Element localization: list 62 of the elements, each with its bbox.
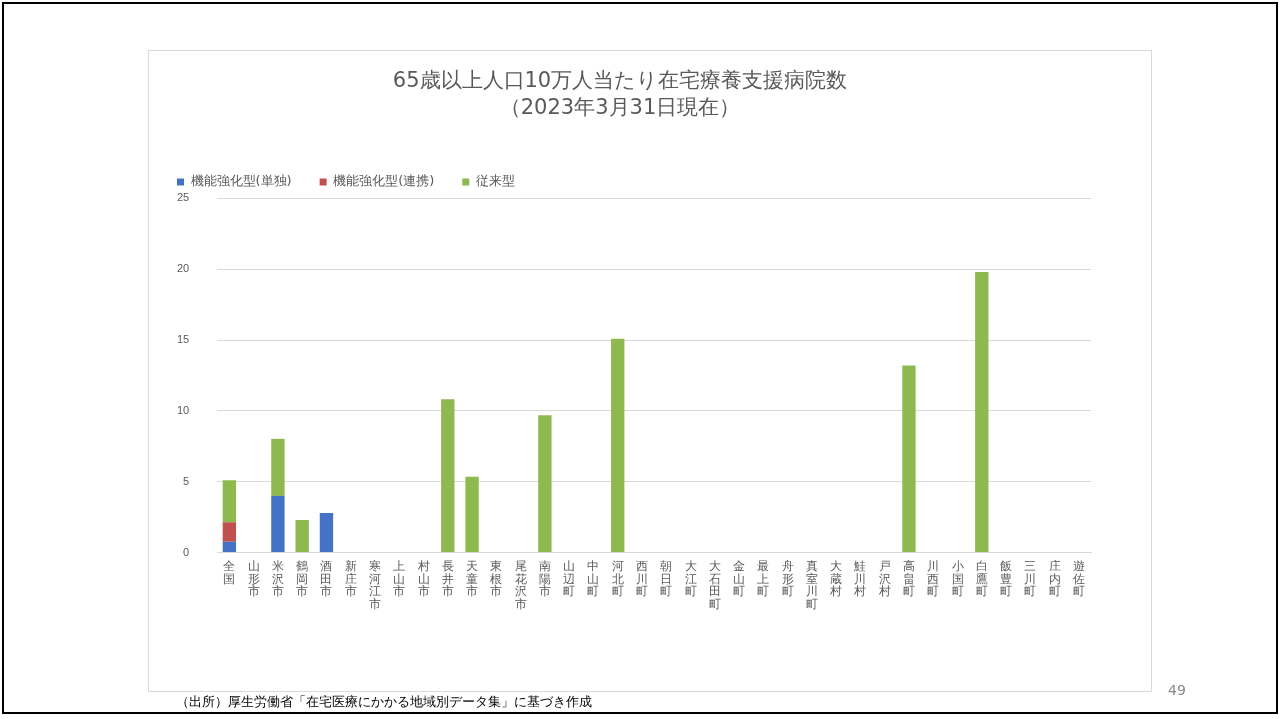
x-tick-label: 最上町 — [757, 559, 770, 599]
x-tick-label: 中山町 — [587, 559, 600, 599]
x-tick-label: 米沢市 — [271, 559, 284, 599]
text: （出所）厚生労働省「在宅医療にかかる地域別データ集」に基づき作成 — [176, 694, 592, 711]
bar — [465, 476, 479, 553]
x-tick-label: 舟形町 — [781, 559, 794, 599]
y-tick-label: 15 — [176, 333, 190, 346]
x-tick-label: 飯豊町 — [1000, 559, 1013, 599]
x-tick-label: 大江町 — [684, 559, 697, 599]
x-tick-label: 酒田市 — [320, 559, 333, 599]
x-tick-label: 尾花沢市 — [514, 559, 527, 611]
bar — [222, 522, 237, 542]
x-tick-label: 真室川町 — [805, 559, 818, 611]
y-tick-label: 10 — [176, 403, 190, 416]
x-tick-label: 全国 — [223, 559, 236, 586]
chart-subtitle: （2023年3月31日現在） — [499, 95, 741, 120]
x-tick-label: 寒河江市 — [369, 559, 381, 611]
x-tick-label: 川西町 — [927, 559, 940, 599]
x-tick-label: 庄内町 — [1048, 559, 1061, 599]
legend-label: 従来型 — [475, 173, 515, 189]
x-tick-label: 遊佐町 — [1072, 559, 1085, 599]
y-tick-label: 25 — [176, 191, 190, 204]
x-tick-label: 東根市 — [490, 559, 503, 599]
x-tick-label: 長井市 — [441, 559, 454, 599]
bar — [222, 480, 237, 523]
x-tick-label: 白鷹町 — [975, 559, 988, 599]
x-tick-label: 山辺町 — [563, 559, 576, 599]
x-tick-label: 新庄市 — [344, 559, 357, 599]
x-tick-label: 金山町 — [733, 559, 746, 599]
x-tick-label: 河北町 — [611, 559, 624, 599]
text: 49 — [1168, 682, 1186, 698]
x-tick-label: 鶴岡市 — [296, 559, 309, 599]
y-tick-label: 0 — [183, 545, 190, 558]
x-tick-label: 村山市 — [416, 559, 430, 599]
legend-label: 機能強化型(単独) — [190, 173, 292, 189]
bar — [319, 512, 334, 553]
legend-label: 機能強化型(連携) — [333, 173, 435, 189]
y-tick-label: 20 — [176, 262, 190, 275]
x-tick-label: 山形市 — [247, 559, 260, 599]
x-tick-label: 三川町 — [1024, 559, 1037, 599]
x-tick-label: 鮭川村 — [853, 559, 867, 599]
x-tick-label: 上山市 — [393, 559, 406, 599]
bar — [271, 438, 285, 496]
bar — [611, 338, 625, 553]
x-tick-label: 西川町 — [635, 559, 648, 599]
x-tick-label: 天童市 — [466, 559, 479, 599]
bar — [975, 272, 989, 553]
x-tick-label: 朝日町 — [660, 559, 673, 599]
chart-title: 65歳以上人口10万人当たり在宅療養支援病院数 — [392, 68, 848, 93]
x-tick-label: 大蔵村 — [829, 559, 843, 599]
x-tick-label: 小国町 — [951, 559, 964, 599]
x-tick-label: 戸沢村 — [877, 559, 891, 599]
bar — [295, 520, 309, 553]
x-tick-label: 高畠町 — [902, 559, 915, 599]
bar — [538, 415, 552, 553]
bar — [902, 365, 916, 553]
y-tick-label: 5 — [183, 474, 190, 487]
bar — [271, 495, 285, 553]
x-tick-label: 大石田町 — [708, 559, 721, 611]
bar — [222, 541, 237, 553]
bar — [441, 399, 455, 553]
x-tick-label: 南陽市 — [538, 559, 551, 599]
